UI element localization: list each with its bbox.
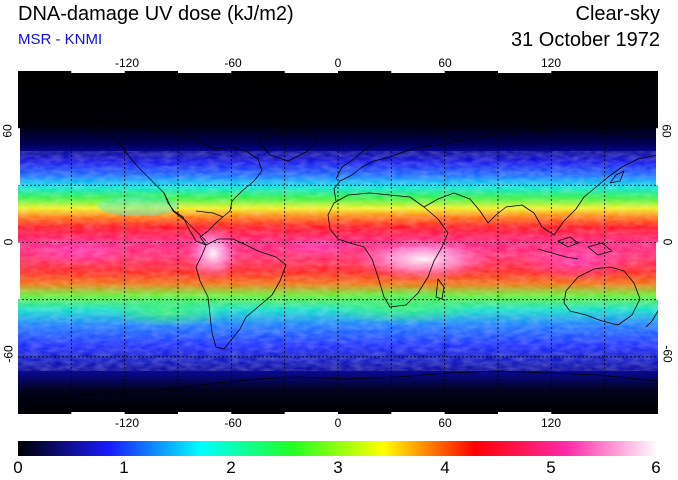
- colorbar-tick-6: 6: [651, 458, 661, 477]
- coastlines: [18, 114, 658, 400]
- lon-tick-top-minus120: -120: [114, 56, 140, 70]
- lon-tick-top-120: 120: [540, 56, 562, 70]
- colorbar-tick-0: 0: [13, 458, 23, 477]
- lat-tick-right-60: 60: [659, 124, 674, 138]
- colorbar-tick-2: 2: [226, 458, 236, 477]
- lon-tick-bottom-120: 120: [540, 416, 562, 430]
- lon-tick-bottom-minus120: -120: [114, 416, 140, 430]
- sky-condition-label: Clear-sky: [575, 3, 660, 25]
- lat-tick-left-0: 0: [1, 238, 16, 246]
- map-title: DNA-damage UV dose (kJ/m2): [18, 3, 294, 25]
- lon-tick-top-0: 0: [334, 56, 342, 70]
- lon-tick-bottom-0: 0: [334, 416, 342, 430]
- lat-tick-right-0: 0: [660, 238, 675, 246]
- lon-tick-top-60: 60: [438, 56, 452, 70]
- date-label: 31 October 1972: [511, 29, 660, 51]
- lat-tick-left-minus60: -60: [1, 345, 16, 363]
- colorbar-tick-4: 4: [440, 458, 450, 477]
- colorbar: [18, 441, 658, 456]
- source-label: MSR - KNMI: [18, 31, 103, 48]
- lat-tick-left-60: 60: [0, 124, 15, 138]
- colorbar-tick-1: 1: [119, 458, 129, 477]
- uv-dose-map: [18, 71, 658, 414]
- lat-tick-right-minus60: -60: [660, 345, 675, 363]
- graticule: [18, 71, 658, 414]
- map-frame: [18, 71, 658, 414]
- lon-tick-top-minus60: -60: [224, 56, 242, 70]
- colorbar-tick-3: 3: [333, 458, 343, 477]
- colorbar-tick-5: 5: [546, 458, 556, 477]
- lon-tick-bottom-60: 60: [438, 416, 452, 430]
- lon-tick-bottom-minus60: -60: [224, 416, 242, 430]
